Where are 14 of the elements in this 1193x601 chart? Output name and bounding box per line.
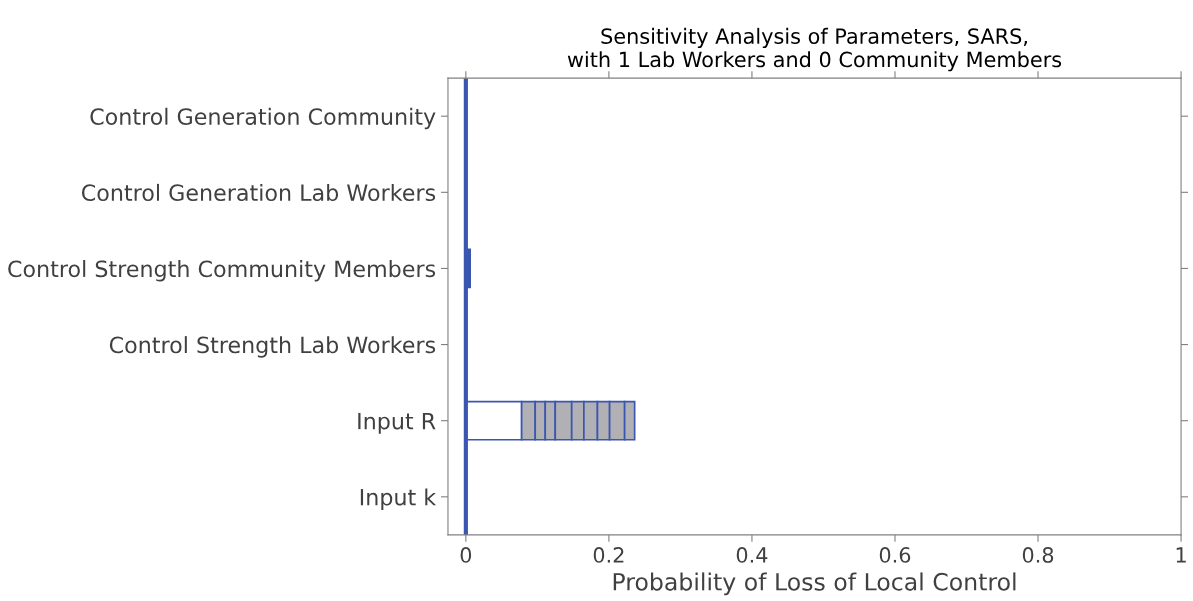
y-tick-label: Control Generation Lab Workers bbox=[81, 183, 436, 202]
y-tick-label: Input R bbox=[358, 412, 436, 434]
y-tick-label: Input k bbox=[360, 488, 437, 510]
y-tick-label: Control Strength Community Members bbox=[8, 260, 436, 282]
x-tick-label: 0 bbox=[460, 547, 472, 563]
y-tick-label: Control Strength Lab Workers bbox=[109, 336, 436, 358]
y-tick-label: Control Generation Community bbox=[90, 107, 436, 130]
chart-title: Sensitivity Analysis of Parameters, SARS, with 1 Lab Workers and 0 Community Members bbox=[567, 27, 1062, 72]
x-axis-title: Probability of Loss of Local Control bbox=[613, 572, 1016, 596]
x-tick-label: 0.8 bbox=[1022, 547, 1054, 563]
x-tick-label: 1 bbox=[1176, 547, 1186, 563]
x-tick-label: 0.4 bbox=[736, 547, 768, 563]
x-tick-label: 0.6 bbox=[879, 547, 911, 563]
x-tick-label: 0.2 bbox=[593, 547, 624, 563]
